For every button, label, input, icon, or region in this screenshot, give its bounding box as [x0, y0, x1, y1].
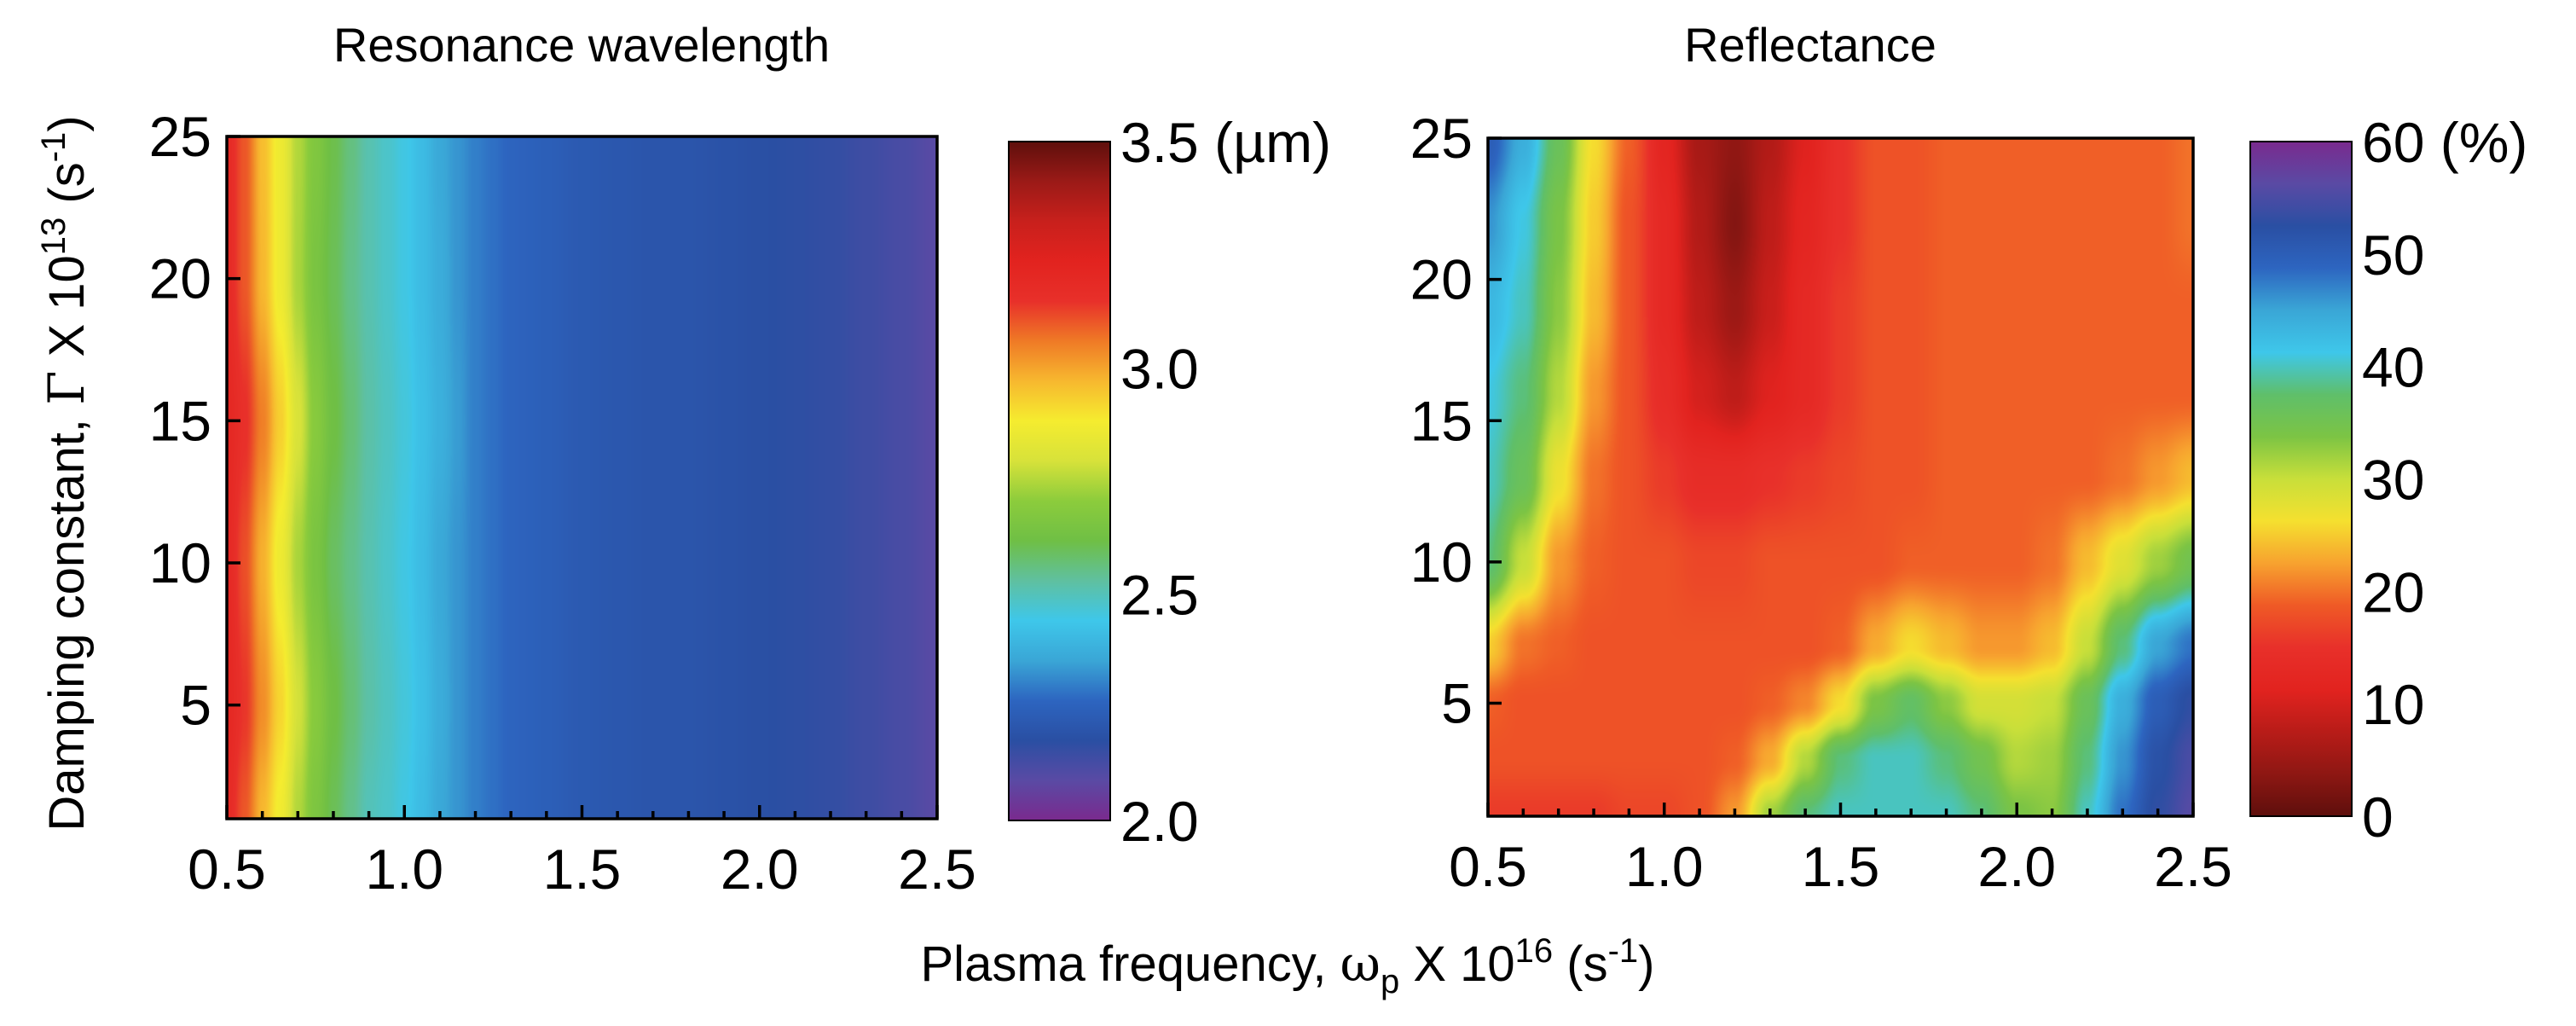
colorbar-tick-label: 0: [2362, 785, 2394, 849]
colorbar-tick-label: 50: [2362, 223, 2424, 287]
colorbar-unit: (µm): [1199, 111, 1331, 174]
right-chart: Reflectance 0.5 1.0 1.5 2.0 2.5 25 20 15 10 5 60…: [1410, 18, 2528, 898]
y-tick-label: 5: [180, 674, 211, 737]
y-tick-label: 25: [149, 105, 211, 168]
x-tick-label: 2.5: [898, 838, 976, 901]
y-tick-label: 25: [1410, 107, 1473, 170]
y-tick-label: 15: [149, 389, 211, 452]
y-axis-label: Damping constant, Γ X 1013 (s-1): [35, 115, 96, 831]
x-tick-label: 0.5: [188, 838, 266, 901]
y-tick-label: 15: [1410, 389, 1473, 452]
colorbar-tick-label: 20: [2362, 560, 2424, 623]
colorbar-unit: (%): [2424, 111, 2527, 174]
right-x-axis: 0.5 1.0 1.5 2.0 2.5: [1449, 803, 2232, 898]
colorbar-tick-label: 60 (%): [2362, 111, 2527, 174]
left-y-axis: 25 20 15 10 5: [149, 105, 240, 737]
x-tick-label: 2.0: [721, 838, 799, 901]
x-tick-label: 1.0: [365, 838, 443, 901]
colorbar-tick-label: 3.5 (µm): [1120, 111, 1331, 174]
x-tick-label: 1.5: [543, 838, 622, 901]
left-chart-title: Resonance wavelength: [333, 18, 830, 72]
colorbar-tick-label: 10: [2362, 673, 2424, 736]
left-colorbar-ticks: 3.5 (µm) 3.0 2.5 2.0: [1120, 111, 1331, 853]
left-x-axis: 0.5 1.0 1.5 2.0 2.5: [188, 805, 976, 901]
right-y-axis: 25 20 15 10 5: [1410, 107, 1502, 735]
colorbar-tick-label: 3.0: [1120, 337, 1199, 400]
colorbar-tick-label: 40: [2362, 336, 2424, 399]
right-heatmap-plot: [1488, 138, 2193, 816]
x-axis-label: Plasma frequency, ωp X 1016 (s-1): [921, 932, 1655, 1000]
right-chart-title: Reflectance: [1684, 18, 1936, 72]
colorbar-tick-label: 2.0: [1120, 790, 1199, 853]
x-tick-label: 2.5: [2154, 835, 2232, 898]
y-tick-label: 5: [1441, 672, 1473, 735]
y-tick-label: 10: [149, 531, 211, 594]
x-tick-label: 1.0: [1625, 835, 1704, 898]
y-tick-label: 10: [1410, 530, 1473, 594]
right-colorbar: [2249, 141, 2353, 817]
y-tick-label: 20: [1410, 248, 1473, 311]
x-tick-label: 0.5: [1449, 835, 1527, 898]
x-tick-label: 1.5: [1802, 835, 1880, 898]
colorbar-tick-label: 30: [2362, 449, 2424, 512]
left-colorbar: [1008, 141, 1111, 821]
left-chart: Resonance wavelength 0.5 1.0 1.5 2.0 2.5 252…: [149, 18, 1331, 901]
right-colorbar-ticks: 60 (%) 50 40 30 20 10 0: [2362, 111, 2527, 849]
colorbar-tick-label: 2.5: [1120, 564, 1199, 627]
left-heatmap-plot: [227, 136, 937, 819]
x-tick-label: 2.0: [1977, 835, 2056, 898]
y-tick-label: 20: [149, 247, 211, 310]
